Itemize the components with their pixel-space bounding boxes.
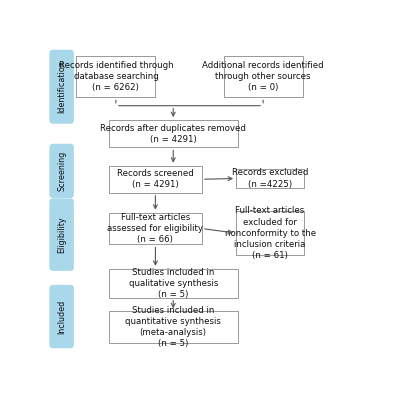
Text: Full-text articles
assessed for eligibility
(n = 66): Full-text articles assessed for eligibil…	[107, 213, 203, 244]
Text: Full-text articles
excluded for
nonconformity to the
inclusion criteria
(n = 61): Full-text articles excluded for nonconfo…	[224, 206, 316, 260]
FancyBboxPatch shape	[236, 211, 304, 255]
FancyBboxPatch shape	[109, 269, 238, 297]
Text: Records identified through
database searching
(n = 6262): Records identified through database sear…	[58, 61, 173, 93]
FancyBboxPatch shape	[49, 144, 74, 198]
Text: Studies included in
quantitative synthesis
(meta-analysis)
(n = 5): Studies included in quantitative synthes…	[125, 306, 221, 348]
Text: Screening: Screening	[57, 151, 66, 191]
Text: Records excluded
(n =4225): Records excluded (n =4225)	[232, 169, 308, 189]
Text: Identification: Identification	[57, 60, 66, 113]
FancyBboxPatch shape	[109, 165, 202, 193]
FancyBboxPatch shape	[49, 50, 74, 124]
FancyBboxPatch shape	[109, 120, 238, 147]
Text: Included: Included	[57, 299, 66, 334]
Text: Records after duplicates removed
(n = 4291): Records after duplicates removed (n = 42…	[100, 124, 246, 144]
Text: Additional records identified
through other sources
(n = 0): Additional records identified through ot…	[202, 61, 324, 93]
FancyBboxPatch shape	[224, 56, 303, 97]
FancyBboxPatch shape	[236, 169, 304, 188]
FancyBboxPatch shape	[76, 56, 155, 97]
Text: Eligibility: Eligibility	[57, 216, 66, 253]
FancyBboxPatch shape	[49, 198, 74, 271]
FancyBboxPatch shape	[109, 311, 238, 343]
Text: Records screened
(n = 4291): Records screened (n = 4291)	[117, 169, 194, 189]
FancyBboxPatch shape	[109, 213, 202, 244]
Text: Studies included in
qualitative synthesis
(n = 5): Studies included in qualitative synthesi…	[128, 268, 218, 299]
FancyBboxPatch shape	[49, 285, 74, 348]
